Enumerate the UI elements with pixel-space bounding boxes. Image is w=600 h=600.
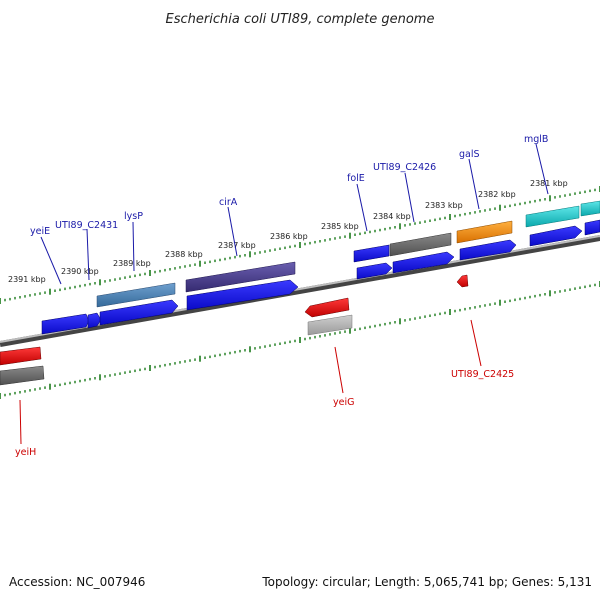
gene-feature: [456, 220, 513, 244]
reverse-strand-genes: [0, 274, 469, 386]
gene-arrow: [186, 279, 299, 311]
gene-label-UTI89_C2426: UTI89_C2426: [373, 162, 436, 173]
gene-label-cirA: cirA: [219, 197, 238, 208]
kbp-label: 2389 kbp: [113, 259, 151, 268]
kbp-label: 2386 kbp: [270, 232, 308, 241]
gene-feature: [96, 282, 176, 308]
kbp-label: 2385 kbp: [321, 222, 359, 231]
kbp-label: 2381 kbp: [530, 179, 568, 188]
gene-label-yeiE: yeiE: [30, 226, 50, 237]
topology-text: Topology: circular; Length: 5,065,741 bp…: [261, 575, 592, 589]
bottom-scale-ticks: [0, 281, 600, 399]
kbp-label: 2390 kbp: [61, 267, 99, 276]
gene-feature: [580, 200, 600, 217]
gene-arrow: [304, 297, 350, 318]
gene-arrow: [456, 274, 469, 288]
gene-arrow: [584, 219, 600, 236]
gene-arrow: [0, 346, 42, 366]
gene-label-UTI89_C2425: UTI89_C2425: [451, 369, 514, 380]
gene-arrow: [356, 262, 393, 280]
gene-label-folE: folE: [347, 173, 365, 184]
gene-arrow: [41, 313, 90, 335]
upper-lane-features: [96, 200, 600, 308]
gene-label-UTI89_C2431: UTI89_C2431: [55, 220, 118, 231]
gene-feature: [307, 314, 353, 336]
gene-label-yeiH: yeiH: [15, 447, 36, 458]
kbp-label: 2384 kbp: [373, 212, 411, 221]
gene-feature: [0, 365, 45, 386]
gene-arrow: [87, 312, 102, 329]
gene-arrow: [459, 239, 517, 261]
gene-feature: [185, 261, 296, 293]
kbp-labels: 2391 kbp 2390 kbp 2389 kbp 2388 kbp 2387…: [8, 179, 568, 284]
gene-labels: yeiE UTI89_C2431 lysP cirA folE UTI89_C2…: [15, 134, 548, 458]
gene-label-mglB: mglB: [524, 134, 548, 145]
gene-feature: [353, 244, 390, 263]
leader-lines: [19, 143, 549, 445]
kbp-label: 2388 kbp: [165, 250, 203, 259]
gene-arrow: [392, 251, 455, 274]
top-scale-ticks: [0, 186, 600, 304]
gene-label-lysP: lysP: [124, 211, 143, 222]
accession-text: Accession: NC_007946: [9, 575, 145, 589]
gene-feature: [525, 205, 580, 228]
kbp-label: 2382 kbp: [478, 190, 516, 199]
kbp-label: 2391 kbp: [8, 275, 46, 284]
gene-arrow: [99, 299, 179, 326]
forward-strand-genes: [41, 219, 600, 335]
kbp-label: 2387 kbp: [218, 241, 256, 250]
map-title: Escherichia coli UTI89, complete genome: [166, 12, 435, 27]
gene-feature: [389, 232, 452, 257]
kbp-label: 2383 kbp: [425, 201, 463, 210]
gene-label-yeiG: yeiG: [333, 397, 354, 408]
gene-arrow: [529, 225, 583, 247]
gene-label-galS: galS: [459, 149, 480, 160]
